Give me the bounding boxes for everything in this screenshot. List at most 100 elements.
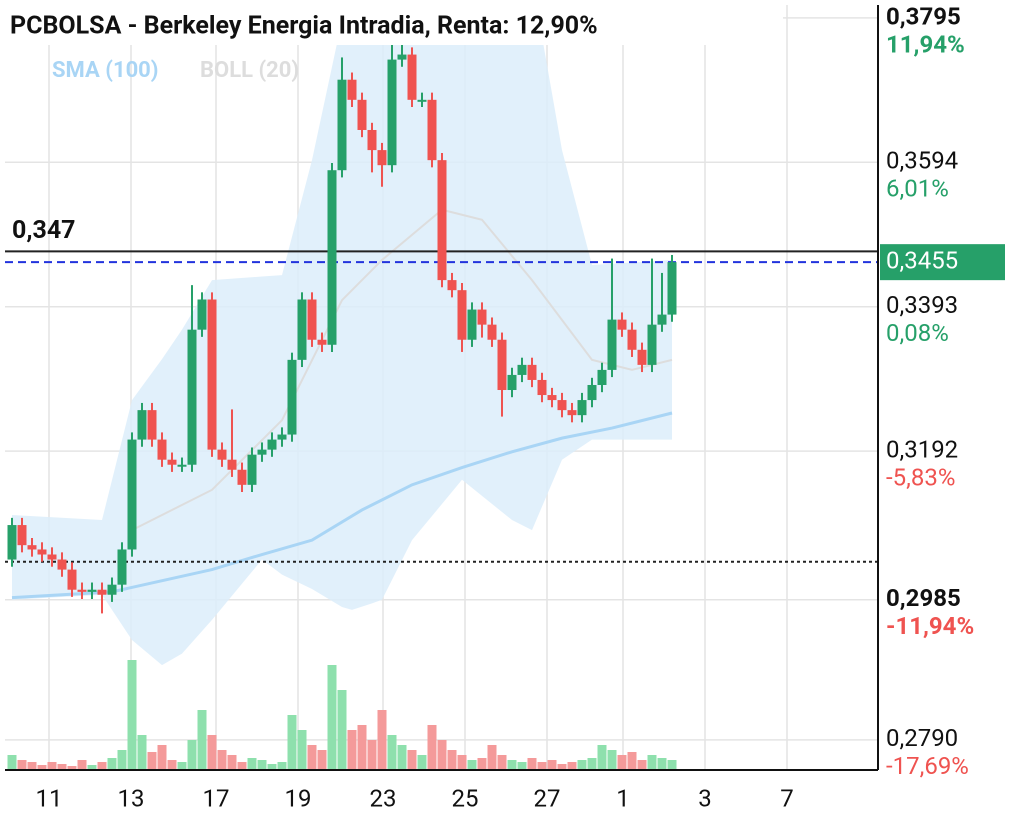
volume-bar [407, 750, 417, 770]
volume-bar [657, 758, 667, 770]
candle-body [97, 589, 107, 595]
volume-bar [547, 760, 557, 770]
candle-body [657, 314, 667, 325]
candle-body [567, 410, 577, 416]
x-tick-label: 1 [616, 784, 630, 812]
x-tick-label: 23 [370, 784, 397, 812]
legend-boll: BOLL (20) [200, 58, 299, 83]
volume-bar [137, 735, 147, 770]
volume-bar [637, 760, 647, 770]
candle-body [157, 439, 167, 460]
volume-bar [287, 715, 297, 770]
candle-body [277, 434, 287, 440]
volume-bar [667, 760, 677, 770]
volume-bar [497, 755, 507, 770]
volume-bar [587, 758, 597, 770]
candle-body [227, 459, 237, 470]
candle-body [167, 459, 177, 465]
volume-bar [307, 745, 317, 770]
volume-bar [17, 760, 27, 770]
candle-body [177, 464, 187, 467]
candle-body [487, 324, 497, 340]
legend-sma: SMA (100) [52, 58, 159, 83]
candle-body [337, 79, 347, 171]
candle-body [357, 99, 367, 130]
candle-body [467, 309, 477, 340]
volume-bar [427, 725, 437, 770]
candle-body [417, 99, 427, 102]
candle-body [447, 280, 457, 291]
volume-bar [367, 740, 377, 770]
volume-bar [537, 762, 547, 770]
candle-body [107, 584, 117, 595]
volume-bar [157, 745, 167, 770]
volume-bar [67, 766, 77, 770]
volume-bar [177, 762, 187, 770]
candle-body [527, 364, 537, 380]
y-tick-percent: -5,83% [886, 463, 955, 491]
x-tick-label: 25 [452, 784, 479, 812]
volume-bar [87, 765, 97, 770]
volume-bar [597, 745, 607, 770]
volume-bar [57, 764, 67, 770]
y-tick-label: 0,3594 [886, 147, 958, 175]
candle-body [127, 439, 137, 550]
candle-body [647, 324, 657, 365]
volume-bar [187, 740, 197, 770]
volume-bar [7, 755, 17, 770]
candle-body [27, 545, 37, 550]
candle-body [497, 339, 507, 391]
x-tick-label: 27 [534, 784, 561, 812]
y-tick-label: 0,3795 [886, 2, 961, 30]
x-tick-label: 13 [118, 784, 145, 812]
volume-bar [107, 758, 117, 770]
volume-bar [117, 750, 127, 770]
candle-body [217, 449, 227, 460]
candle-body [67, 569, 77, 590]
y-tick-label: 0,2985 [886, 584, 961, 612]
volume-bar [37, 765, 47, 770]
volume-bar [387, 735, 397, 770]
volume-bar [377, 710, 387, 770]
y-tick-percent: 11,94% [886, 30, 965, 58]
candle-body [587, 384, 597, 401]
candle-body [77, 589, 87, 592]
candle-body [627, 329, 637, 350]
y-tick-percent: 0,08% [886, 319, 949, 347]
title-box [5, 5, 783, 45]
candle-body [187, 329, 197, 465]
volume-bar [97, 762, 107, 770]
candle-body [207, 299, 217, 450]
candle-body [607, 319, 617, 370]
volume-bar [127, 660, 137, 770]
volume-bar [247, 758, 257, 770]
volume-bar [417, 755, 427, 770]
volume-bar [607, 750, 617, 770]
candle-body [477, 309, 487, 325]
volume-bar [297, 730, 307, 770]
volume-bar [207, 735, 217, 770]
candle-body [397, 54, 407, 60]
volume-bar [397, 745, 407, 770]
volume-bar [447, 750, 457, 770]
volume-bar [567, 762, 577, 770]
volume-bar [517, 762, 527, 770]
candle-body [37, 549, 47, 555]
candle-body [117, 549, 127, 585]
candle-body [57, 559, 67, 570]
candle-body [147, 410, 157, 440]
candle-body [237, 469, 247, 485]
candle-body [297, 299, 307, 360]
candle-body [47, 554, 57, 560]
candle-body [557, 400, 567, 411]
candle-body [257, 449, 267, 455]
candle-body [577, 400, 587, 416]
volume-bar [507, 760, 517, 770]
candle-body [547, 395, 557, 401]
candle-body [457, 290, 467, 340]
volume-bar [617, 755, 627, 770]
y-tick-percent: -11,94% [886, 612, 974, 640]
candle-body [307, 299, 317, 340]
volume-bar [217, 750, 227, 770]
volume-bar [477, 758, 487, 770]
